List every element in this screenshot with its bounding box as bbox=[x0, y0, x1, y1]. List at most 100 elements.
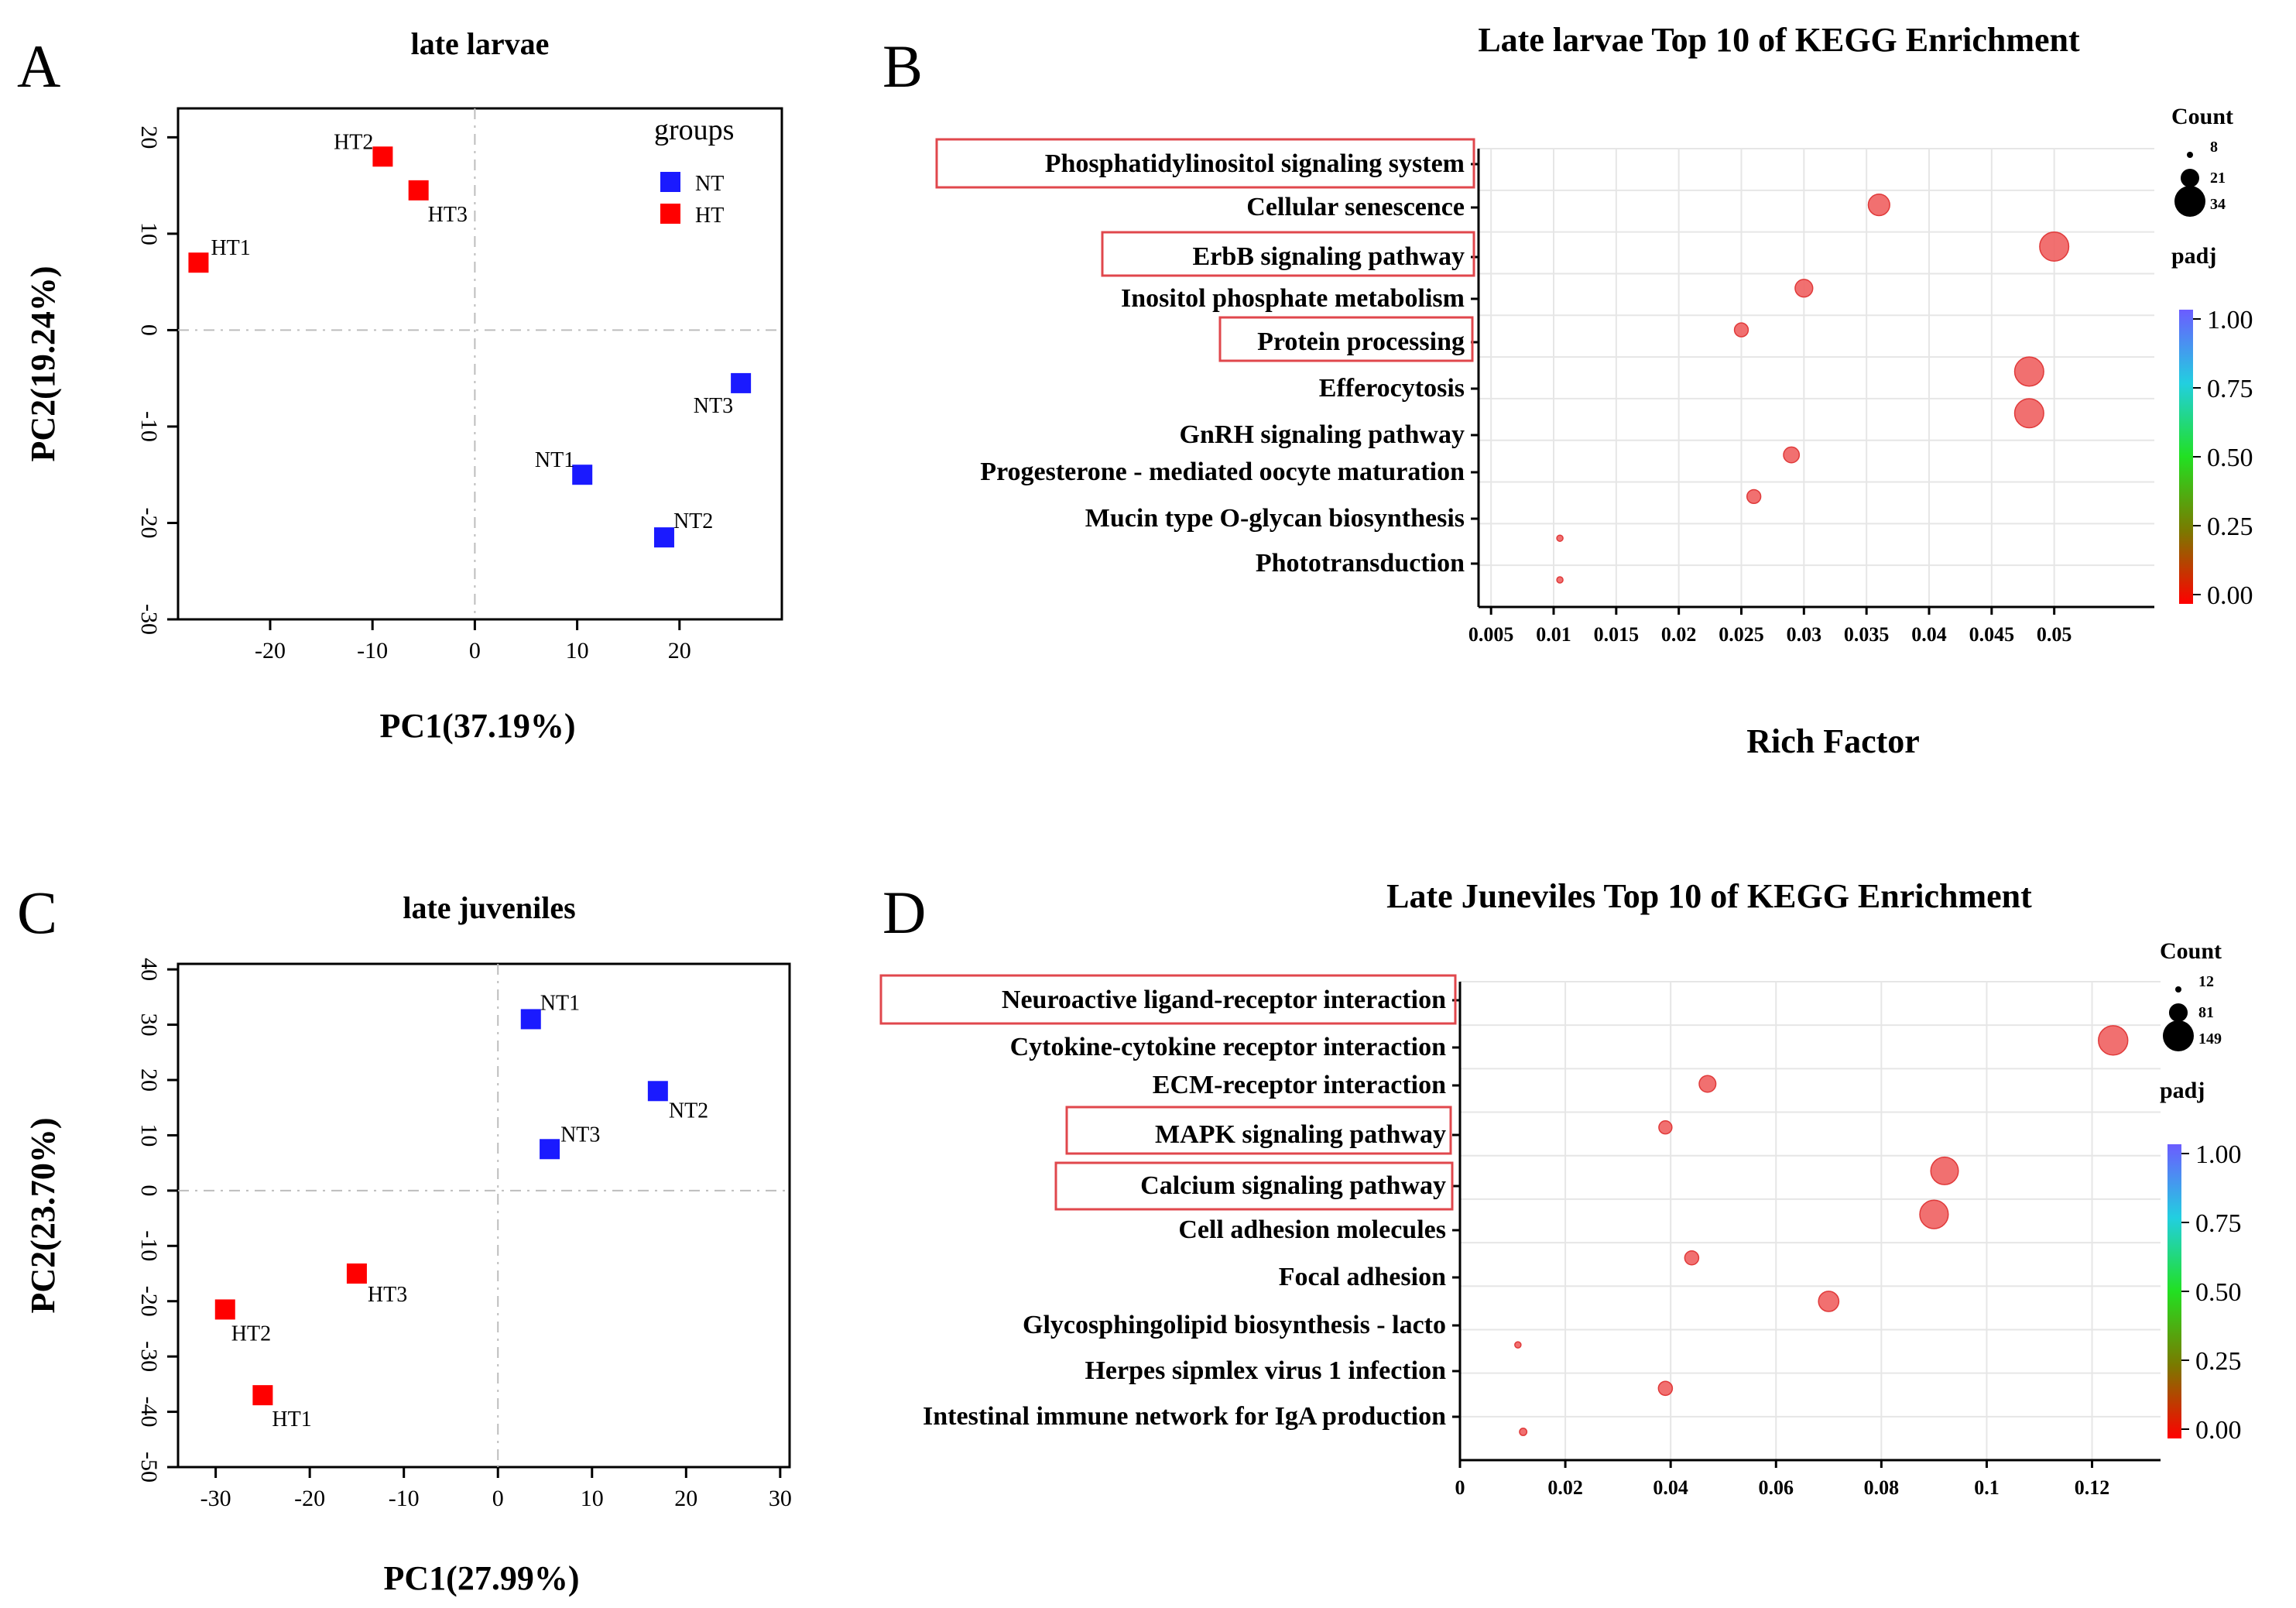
x-tick-label: 0.04 bbox=[1911, 623, 1947, 646]
x-tick-label: 0.015 bbox=[1594, 623, 1640, 646]
panel-letter-c: C bbox=[17, 879, 57, 946]
pca-point-ht3 bbox=[408, 180, 429, 201]
bubble-point bbox=[2013, 356, 2044, 387]
pca-point-label: HT2 bbox=[231, 1322, 271, 1346]
y-tick-label: 40 bbox=[136, 958, 162, 981]
pca-point-nt1 bbox=[572, 465, 593, 485]
x-tick-label: 0 bbox=[1455, 1476, 1465, 1499]
pca-point-label: HT1 bbox=[211, 236, 250, 260]
y-tick-label: 20 bbox=[136, 125, 162, 149]
pathway-label: Neuroactive ligand-receptor interaction bbox=[1002, 986, 1446, 1014]
x-tick-label: 0.1 bbox=[1974, 1476, 2000, 1499]
count-legend-label: 8 bbox=[2210, 139, 2218, 156]
x-tick-label: 20 bbox=[668, 638, 691, 663]
y-tick-label: 10 bbox=[136, 222, 162, 245]
panel-c-plot-frame bbox=[176, 962, 791, 1469]
pathway-label: Herpes sipmlex virus 1 infection bbox=[1085, 1356, 1446, 1385]
pca-point-label: NT3 bbox=[560, 1123, 600, 1147]
bubble-point bbox=[1746, 489, 1762, 505]
x-tick-label: -20 bbox=[255, 638, 286, 663]
pca-point-label: HT2 bbox=[334, 130, 373, 154]
pathway-label: Calcium signaling pathway bbox=[1140, 1171, 1446, 1200]
pathway-label: ErbB signaling pathway bbox=[1193, 242, 1465, 271]
count-legend-title: Count bbox=[2171, 104, 2233, 129]
panel-letter-d: D bbox=[882, 879, 926, 946]
y-tick-label: -50 bbox=[136, 1452, 162, 1483]
count-legend-label: 21 bbox=[2210, 170, 2226, 187]
pca-point-label: NT1 bbox=[540, 991, 580, 1015]
x-tick-label: 0.05 bbox=[2037, 623, 2072, 646]
x-tick-label: 0.06 bbox=[1759, 1476, 1794, 1499]
y-tick-label: -20 bbox=[136, 507, 162, 538]
y-tick-label: 10 bbox=[136, 1123, 162, 1147]
padj-legend-title: padj bbox=[2160, 1078, 2205, 1103]
padj-tick-label: 0.00 bbox=[2195, 1416, 2242, 1445]
x-tick-label: 0.08 bbox=[1864, 1476, 1900, 1499]
pathway-label: Cellular senescence bbox=[1246, 193, 1465, 221]
pathway-label: Cytokine-cytokine receptor interaction bbox=[1010, 1033, 1446, 1061]
pca-point-nt2 bbox=[653, 527, 674, 548]
padj-tick-label: 0.25 bbox=[2207, 513, 2253, 541]
bubble-point bbox=[1794, 279, 1814, 298]
bubble-point bbox=[1867, 194, 1890, 217]
pca-point-ht3 bbox=[346, 1263, 367, 1284]
pca-point-nt1 bbox=[520, 1009, 541, 1030]
pca-point-ht1 bbox=[188, 252, 209, 273]
x-tick-label: 10 bbox=[581, 1486, 604, 1511]
bubble-point bbox=[1556, 534, 1564, 542]
pca-point-label: NT2 bbox=[673, 509, 713, 533]
count-legend-bubble bbox=[2175, 986, 2181, 993]
pathway-label: Mucin type O-glycan biosynthesis bbox=[1085, 504, 1465, 533]
padj-tick-label: 0.00 bbox=[2207, 581, 2253, 610]
y-tick-label: -10 bbox=[136, 1230, 162, 1261]
pca-point-nt3 bbox=[540, 1139, 560, 1160]
panel-a-title: late larvae bbox=[411, 26, 550, 61]
x-tick-label: -30 bbox=[200, 1486, 231, 1511]
count-legend-bubble bbox=[2181, 169, 2199, 187]
panel-c: C late juveniles -30 -20 -10 0 10 20 30 40 30 20 1… bbox=[17, 879, 792, 1597]
panel-letter-a: A bbox=[17, 33, 60, 100]
count-legend-bubble bbox=[2163, 1020, 2194, 1051]
panel-letter-b: B bbox=[882, 33, 923, 100]
pca-point-ht1 bbox=[252, 1385, 273, 1406]
panel-c-x-axis-label: PC1(27.99%) bbox=[384, 1559, 580, 1597]
highlight-box bbox=[935, 138, 1475, 189]
x-tick-label: 0.01 bbox=[1536, 623, 1571, 646]
padj-tick-label: 0.75 bbox=[2195, 1209, 2242, 1238]
panel-b: B Late larvae Top 10 of KEGG Enrichment … bbox=[882, 21, 2253, 760]
count-legend-label: 81 bbox=[2198, 1004, 2214, 1021]
bubble-point bbox=[2013, 398, 2044, 429]
panel-b-x-axis-label: Rich Factor bbox=[1746, 722, 1920, 760]
pathway-label: GnRH signaling pathway bbox=[1180, 420, 1465, 449]
x-tick-label: 0.005 bbox=[1468, 623, 1514, 646]
count-legend-bubble bbox=[2168, 1003, 2188, 1023]
count-legend-label: 149 bbox=[2198, 1030, 2222, 1047]
highlight-box bbox=[1054, 1161, 1454, 1211]
pca-point-label: HT1 bbox=[272, 1407, 311, 1431]
y-tick-label: -20 bbox=[136, 1286, 162, 1317]
y-tick-label: -10 bbox=[136, 411, 162, 442]
panel-d-title: Late Juneviles Top 10 of KEGG Enrichment bbox=[1386, 877, 2032, 915]
pathway-label: Phosphatidylinositol signaling system bbox=[1045, 149, 1465, 178]
y-tick-label: 0 bbox=[136, 1185, 162, 1196]
padj-tick-label: 1.00 bbox=[2195, 1140, 2242, 1169]
panel-c-plot: -30 -20 -10 0 10 20 30 40 30 20 10 0 -10 -20 -30 -40 -50… bbox=[136, 958, 792, 1511]
count-legend-label: 12 bbox=[2198, 973, 2214, 990]
y-tick-label: -30 bbox=[136, 604, 162, 635]
bubble-point bbox=[1698, 1075, 1717, 1093]
pathway-label: Glycosphingolipid biosynthesis - lacto bbox=[1023, 1311, 1446, 1339]
padj-colorbar bbox=[2167, 1144, 2181, 1438]
pca-point-ht2 bbox=[214, 1299, 235, 1320]
panel-a-y-axis-label: PC2(19.24%) bbox=[24, 266, 62, 462]
panel-a-legend: groups NT HT bbox=[654, 114, 734, 228]
bubble-point bbox=[2098, 1025, 2129, 1056]
bubble-point bbox=[1783, 446, 1801, 464]
count-legend-bubble bbox=[2174, 186, 2205, 217]
pathway-label: Protein processing bbox=[1257, 327, 1465, 356]
pathway-label: Progesterone - mediated oocyte maturatio… bbox=[980, 458, 1465, 486]
y-tick-label: 30 bbox=[136, 1013, 162, 1037]
padj-tick-label: 0.50 bbox=[2195, 1278, 2242, 1307]
pathway-label: MAPK signaling pathway bbox=[1155, 1120, 1446, 1149]
highlight-box bbox=[879, 974, 1457, 1025]
y-tick-label: 20 bbox=[136, 1068, 162, 1092]
